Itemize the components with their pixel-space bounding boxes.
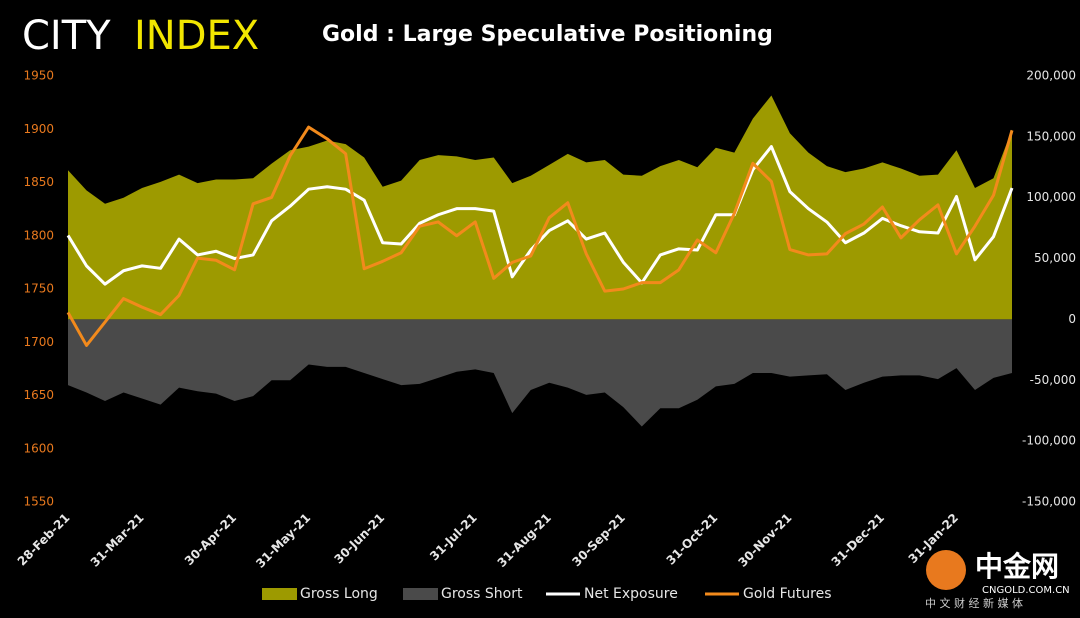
- y2-tick-label: 50,000: [1034, 251, 1076, 265]
- y-tick-label: 1750: [23, 282, 54, 296]
- area: [68, 319, 1012, 427]
- y-tick-label: 1850: [23, 175, 54, 189]
- y-tick-label: 1800: [23, 228, 54, 242]
- brand-index: INDEX: [134, 13, 259, 59]
- brand-city: CITY: [22, 13, 111, 59]
- legend-swatch: [403, 588, 438, 600]
- line: [66, 145, 1014, 286]
- watermark-tagline: 中 文 财 经 新 媒 体: [925, 596, 1023, 610]
- y2-tick-label: 100,000: [1026, 190, 1076, 204]
- legend-label: Gold Futures: [743, 586, 832, 602]
- legend-label: Net Exposure: [584, 586, 678, 602]
- y2-tick-label: 0: [1068, 312, 1076, 326]
- y-tick-label: 1600: [23, 441, 54, 455]
- legend-label: Gross Long: [300, 586, 378, 602]
- y2-tick-label: 150,000: [1026, 129, 1076, 143]
- y2-tick-label: -100,000: [1022, 434, 1076, 448]
- y-tick-label: 1900: [23, 122, 54, 136]
- y-tick-label: 1700: [23, 335, 54, 349]
- line: [66, 125, 1014, 347]
- chart-title: Gold : Large Speculative Positioning: [322, 22, 773, 47]
- y2-tick-label: -150,000: [1022, 495, 1076, 509]
- watermark-url: CNGOLD.COM.CN: [982, 585, 1070, 596]
- y2-tick-label: 200,000: [1026, 69, 1076, 83]
- y-tick-label: 1650: [23, 388, 54, 402]
- watermark-name: 中金网: [975, 550, 1059, 583]
- legend-swatch: [262, 588, 297, 600]
- y-tick-label: 1950: [23, 69, 54, 83]
- legend-label: Gross Short: [441, 586, 523, 602]
- watermark-logo: [926, 550, 966, 590]
- y-tick-label: 1550: [23, 495, 54, 509]
- y2-tick-label: -50,000: [1030, 373, 1076, 387]
- area: [68, 95, 1012, 320]
